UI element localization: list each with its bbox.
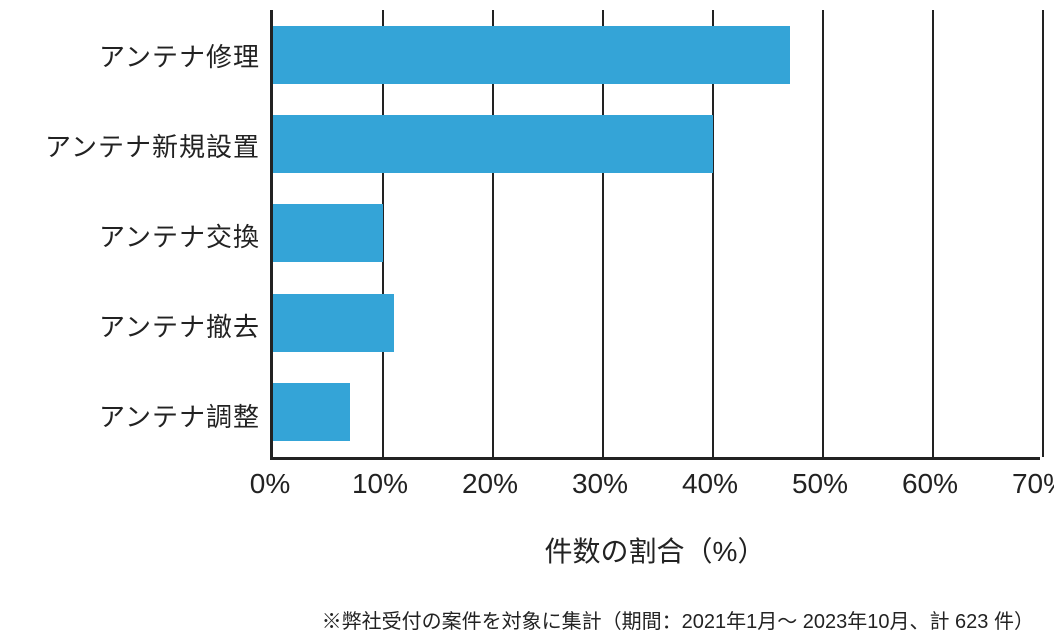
y-label: アンテナ修理 [10,10,260,100]
x-axis-labels: 0%10%20%30%40%50%60%70% [270,460,1040,500]
x-tick-label: 30% [572,468,628,500]
y-label: アンテナ調整 [10,370,260,460]
y-axis-labels: アンテナ修理アンテナ新規設置アンテナ交換アンテナ撤去アンテナ調整 [10,10,270,460]
x-tick-label: 20% [462,468,518,500]
bars [273,10,1040,457]
footnote: ※弊社受付の案件を対象に集計（期間：2021年1月～ 2023年10月、計 62… [10,605,1044,634]
bar [273,383,350,441]
x-tick-label: 60% [902,468,958,500]
bar [273,26,790,84]
bar [273,204,383,262]
y-label: アンテナ新規設置 [10,100,260,190]
chart-container: アンテナ修理アンテナ新規設置アンテナ交換アンテナ撤去アンテナ調整 0% 10% 20… [10,10,1044,634]
bar [273,294,394,352]
x-tick-label: 40% [682,468,738,500]
x-axis-title: 件数の割合（%） [270,530,1040,570]
x-tick-label: 50% [792,468,848,500]
x-tick-label: 0% [250,468,290,500]
plot-area [270,10,1040,460]
y-label: アンテナ交換 [10,190,260,280]
y-label: アンテナ撤去 [10,280,260,370]
x-tick-label: 10% [352,468,408,500]
x-tick-label: 70% [1012,468,1054,500]
bar [273,115,713,173]
chart-area: アンテナ修理アンテナ新規設置アンテナ交換アンテナ撤去アンテナ調整 [10,10,1044,460]
gridline [1042,10,1044,457]
